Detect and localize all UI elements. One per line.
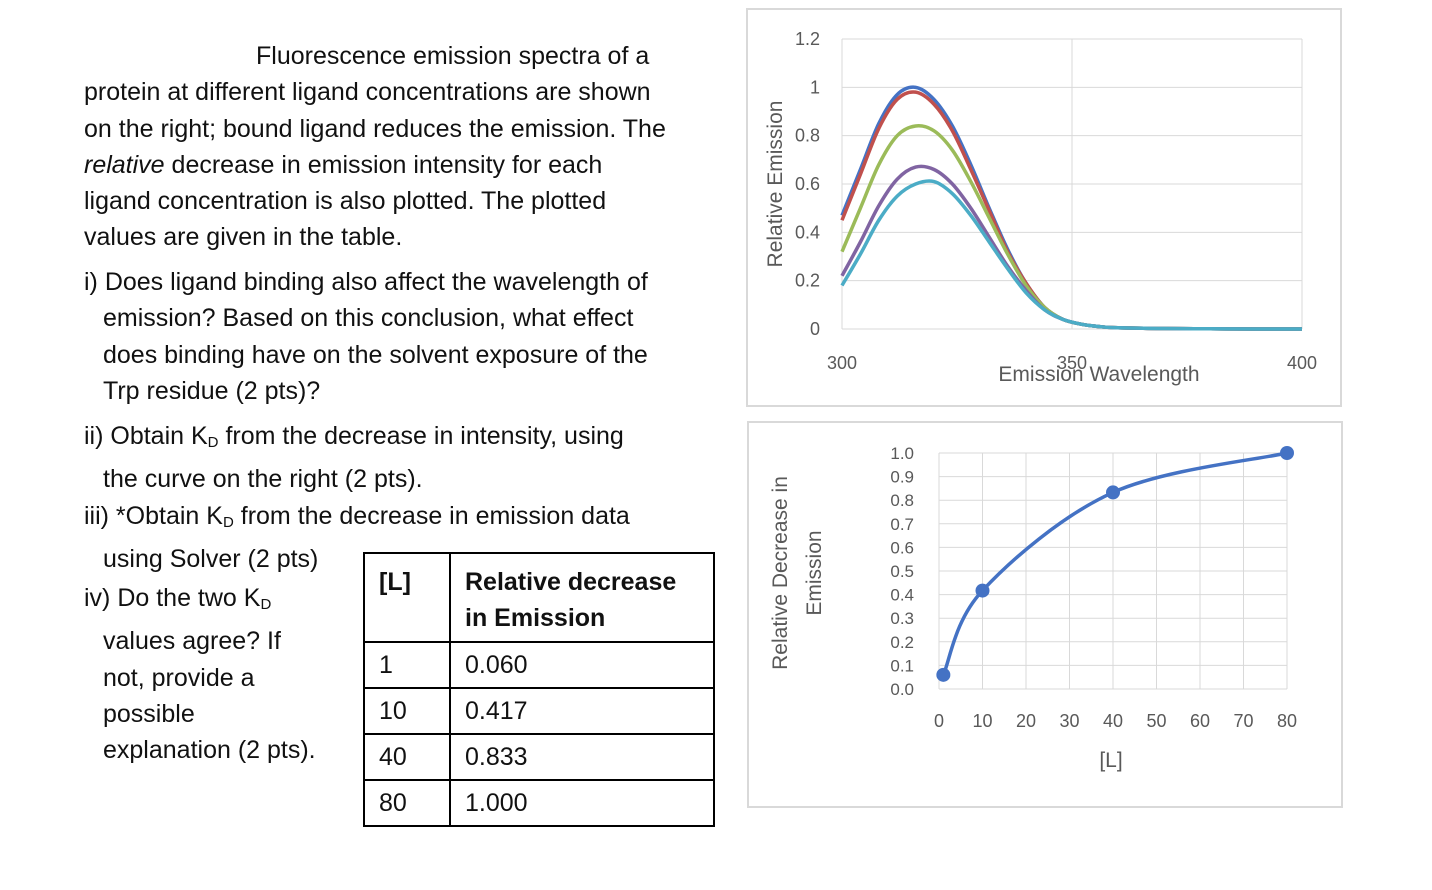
y-tick-label: 1: [810, 77, 820, 97]
table-header-decrease-line-1: Relative decrease: [465, 568, 677, 596]
question-1-line-2: emission? Based on this conclusion, what…: [103, 304, 634, 333]
question-3-part-a: iii) *Obtain K: [84, 502, 223, 530]
table-row: 1 0.060: [363, 641, 715, 689]
table-header-decrease-line-2: in Emission: [465, 604, 606, 632]
table-cell-ligand: 40: [363, 733, 451, 781]
y-axis-label-line-2: Emission: [803, 530, 826, 615]
question-1: i) Does ligand binding also affect the w…: [84, 264, 648, 409]
x-axis-label: [L]: [1099, 749, 1122, 772]
emission-spectra-chart: 0 0.2 0.4 0.6 0.8 1 1.2 300 350 400 Emission Wavel…: [746, 8, 1342, 407]
emission-spectra-svg: 0 0.2 0.4 0.6 0.8 1 1.2 300 350 400 Emission Wavel…: [764, 29, 1317, 386]
question-4-line-4: possible: [103, 699, 195, 728]
data-table: [L] Relative decrease in Emission 1 0.060…: [363, 552, 715, 827]
table-row: 80 1.000: [363, 779, 715, 827]
intro-line-1: Fluorescence emission spectra of a: [256, 42, 650, 70]
y-tick-label: 0.6: [890, 538, 914, 557]
table-header-row: [L] Relative decrease in Emission: [363, 552, 715, 643]
y-tick-label: 0.8: [890, 491, 914, 510]
y-tick-label: 0.2: [890, 633, 914, 652]
table-row: 40 0.833: [363, 733, 715, 781]
intro-line-3: on the right; bound ligand reduces the e…: [84, 114, 666, 143]
fit-curve-line: [941, 451, 1288, 676]
x-tick-label: 350: [1057, 353, 1087, 373]
y-tick-label: 0.1: [890, 656, 914, 675]
y-tick-label: 0.7: [890, 515, 914, 534]
y-tick-label: 0.8: [795, 126, 820, 146]
data-point: [1280, 446, 1294, 460]
question-3-line-1: iii) *Obtain KD from the decrease in emi…: [84, 498, 630, 541]
series-line-5: [840, 179, 1303, 331]
y-tick-label: 0.0: [890, 680, 914, 699]
question-2-part-b: from the decrease in intensity, using: [218, 422, 624, 450]
intro-line-5: ligand concentration is also plotted. Th…: [84, 187, 607, 216]
question-1-line-3: does binding have on the solvent exposur…: [103, 340, 648, 369]
kd-subscript: D: [260, 596, 272, 613]
table-cell-value: 0.417: [449, 687, 715, 735]
kd-subscript: D: [207, 434, 219, 451]
question-2-line-1: ii) Obtain KD from the decrease in inten…: [84, 418, 624, 461]
x-tick-label: 30: [1059, 711, 1079, 731]
relative-decrease-svg: 0.0 0.1 0.2 0.3 0.4 0.5 0.6 0.7 0.8 0.9 1.0 0 10 20 30…: [769, 444, 1297, 772]
data-point: [1106, 485, 1120, 500]
intro-line-6: values are given in the table.: [84, 223, 403, 252]
intro-line-2: protein at different ligand concentratio…: [84, 78, 651, 107]
y-tick-label: 0.3: [890, 609, 914, 628]
x-tick-label: 20: [1016, 711, 1036, 731]
question-4-part-a: iv) Do the two K: [84, 584, 261, 612]
data-point: [936, 667, 951, 682]
y-tick-label: 0.9: [890, 468, 914, 487]
question-2-part-a: ii) Obtain K: [84, 422, 208, 450]
intro-line-4: relative decrease in emission intensity …: [84, 147, 666, 183]
y-axis-label-line-1: Relative Decrease in: [769, 476, 792, 670]
kd-subscript: D: [222, 514, 234, 531]
x-tick-label: 0: [934, 711, 944, 731]
table-cell-ligand: 10: [363, 687, 451, 735]
data-point: [975, 583, 990, 598]
y-tick-label: 0.6: [795, 174, 820, 194]
y-tick-label: 0.2: [795, 271, 820, 291]
table-cell-ligand: 1: [363, 641, 451, 689]
y-tick-label: 0: [810, 319, 820, 339]
relative-decrease-chart: 0.0 0.1 0.2 0.3 0.4 0.5 0.6 0.7 0.8 0.9 1.0 0 10 20 30…: [747, 421, 1343, 808]
table-cell-value: 0.060: [449, 641, 715, 689]
question-4-line-1: iv) Do the two KD: [84, 580, 316, 623]
intro-line-4-rest: decrease in emission intensity for each: [164, 150, 603, 179]
question-2: ii) Obtain KD from the decrease in inten…: [84, 418, 624, 498]
question-4-line-5: explanation (2 pts).: [103, 736, 316, 765]
question-4-line-2: values agree? If: [103, 627, 281, 656]
table-cell-value: 0.833: [449, 733, 715, 781]
question-3-line-2: using Solver (2 pts): [103, 545, 319, 574]
y-tick-label: 0.4: [795, 222, 820, 242]
table-cell-ligand: 80: [363, 779, 451, 827]
table-row: 10 0.417: [363, 687, 715, 735]
x-tick-label: 400: [1287, 353, 1317, 373]
question-1-line-1: i) Does ligand binding also affect the w…: [84, 268, 648, 296]
x-tick-label: 80: [1277, 711, 1297, 731]
intro-emphasis: relative: [84, 150, 165, 179]
question-3-part-b: from the decrease in emission data: [233, 502, 630, 530]
table-header-decrease: Relative decrease in Emission: [449, 552, 715, 643]
x-tick-label: 60: [1190, 711, 1210, 731]
x-tick-label: 70: [1233, 711, 1253, 731]
x-tick-label: 50: [1146, 711, 1166, 731]
question-1-line-4: Trp residue (2 pts)?: [103, 376, 321, 405]
y-tick-label: 0.5: [890, 562, 914, 581]
x-tick-label: 300: [827, 353, 857, 373]
intro-paragraph: Fluorescence emission spectra of a prote…: [84, 38, 666, 256]
y-tick-label: 1.2: [795, 29, 820, 49]
table-cell-value: 1.000: [449, 779, 715, 827]
question-4-line-3: not, provide a: [103, 663, 255, 692]
x-tick-label: 40: [1103, 711, 1123, 731]
y-tick-label: 0.4: [890, 586, 914, 605]
question-3: iii) *Obtain KD from the decrease in emi…: [84, 498, 630, 578]
table-header-ligand: [L]: [363, 552, 451, 643]
y-axis-label: Relative Emission: [764, 101, 787, 268]
x-axis-label: Emission Wavelength: [998, 363, 1199, 386]
question-4: iv) Do the two KD values agree? If not, …: [84, 580, 316, 768]
question-2-line-2: the curve on the right (2 pts).: [103, 465, 423, 494]
x-tick-label: 10: [972, 711, 992, 731]
y-tick-label: 1.0: [890, 444, 914, 463]
